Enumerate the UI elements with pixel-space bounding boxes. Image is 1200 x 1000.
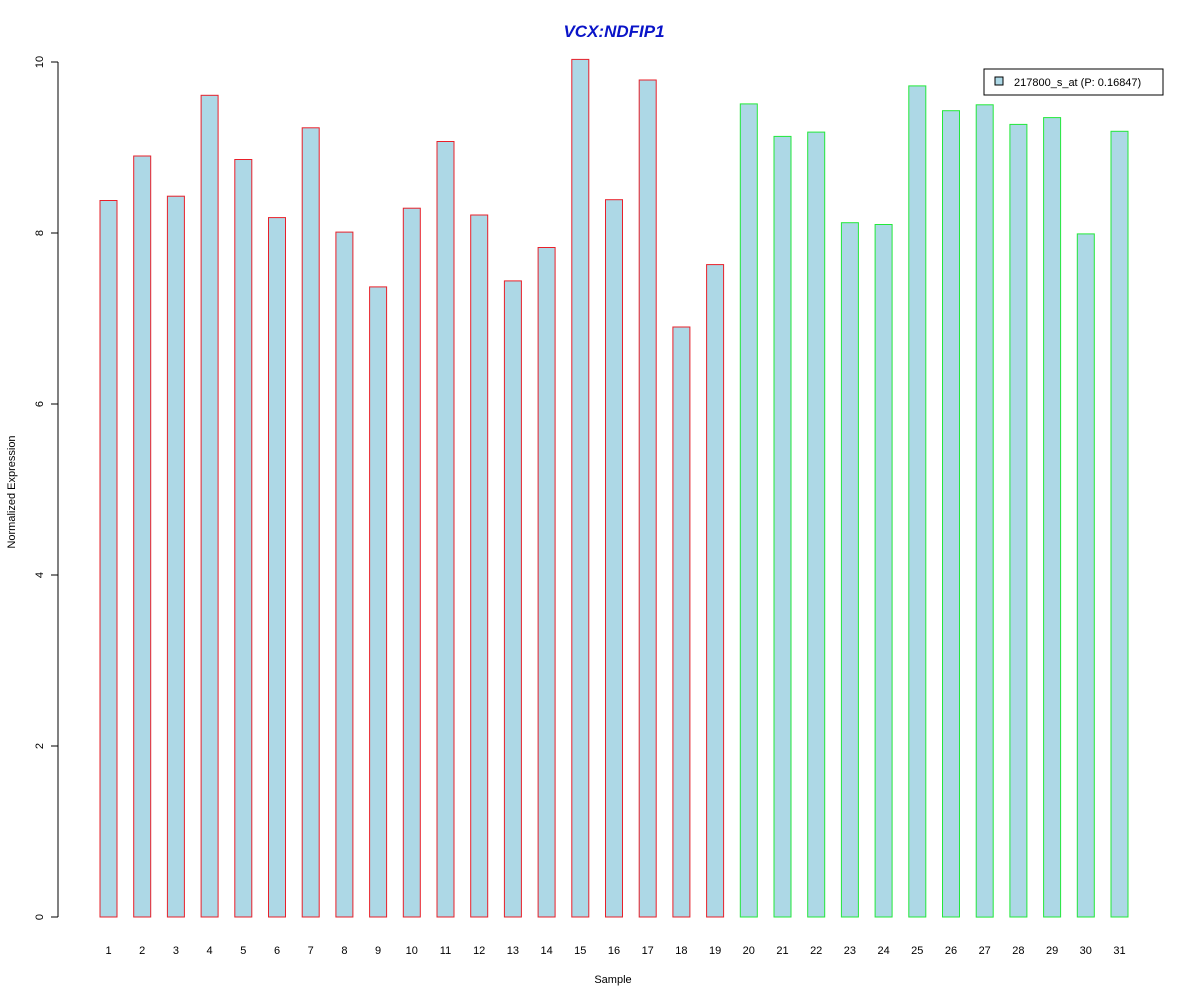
bar-sample-17 [638, 79, 657, 918]
x-tick-label: 11 [440, 945, 451, 957]
y-tick-label: 8 [34, 230, 46, 236]
x-tick-label: 16 [608, 945, 620, 957]
y-tick-label: 2 [34, 743, 46, 749]
bar-sample-19 [706, 264, 725, 918]
x-tick-label: 7 [308, 945, 314, 957]
x-tick-label: 26 [945, 945, 957, 957]
legend-box [983, 68, 1164, 96]
bar-sample-3 [166, 195, 185, 918]
x-tick-label: 27 [979, 945, 991, 957]
bar-sample-14 [537, 247, 556, 918]
x-tick-label: 19 [709, 945, 721, 957]
x-tick-label: 22 [810, 945, 822, 957]
bar-sample-18 [672, 326, 691, 918]
bar-sample-22 [807, 131, 826, 918]
bar-sample-24 [874, 224, 893, 918]
bar-sample-21 [773, 135, 792, 918]
bar-sample-9 [369, 286, 388, 918]
x-tick-labels: 1 2 3 4 5 6 7 8 9 10 11 12 13 14 15 16 17 18 19 20 21 22 23 24 2… [105, 945, 1125, 957]
x-tick-label: 25 [911, 945, 923, 957]
bar-sample-11 [436, 141, 455, 918]
x-tick-label: 6 [274, 945, 280, 957]
y-tick-label: 6 [34, 401, 46, 407]
chart-title: VCX:NDFIP1 [563, 22, 664, 41]
bar-sample-1 [99, 200, 118, 918]
bar-sample-6 [268, 217, 286, 918]
bar-sample-10 [402, 207, 421, 918]
x-tick-label: 12 [473, 945, 485, 957]
x-tick-label: 4 [207, 945, 213, 957]
bar-sample-31 [1110, 130, 1129, 918]
x-tick-label: 9 [375, 945, 381, 957]
bar-sample-29 [1043, 117, 1062, 918]
bar-sample-27 [975, 104, 994, 918]
x-tick-label: 1 [105, 945, 111, 957]
x-tick-label: 14 [540, 945, 552, 957]
bar-sample-26 [942, 110, 960, 918]
x-tick-label: 23 [844, 945, 856, 957]
x-tick-label: 20 [743, 945, 755, 957]
legend-label: 217800_s_at (P: 0.16847) [1014, 77, 1141, 89]
x-tick-label: 3 [173, 945, 179, 957]
bars [99, 58, 1129, 918]
bar-sample-2 [133, 155, 152, 918]
y-tick-label: 0 [34, 914, 46, 920]
bar-sample-25 [908, 85, 927, 918]
bar-sample-12 [470, 214, 489, 918]
x-tick-label: 18 [675, 945, 687, 957]
x-tick-label: 21 [776, 945, 788, 957]
bar-sample-15 [571, 58, 590, 918]
legend-swatch [994, 76, 1004, 86]
x-tick-label: 15 [574, 945, 586, 957]
x-tick-label: 30 [1080, 945, 1092, 957]
x-tick-label: 24 [877, 945, 889, 957]
bar-sample-16 [605, 199, 623, 918]
x-tick-label: 17 [642, 945, 654, 957]
x-tick-label: 10 [406, 945, 418, 957]
x-tick-label: 5 [240, 945, 246, 957]
x-tick-label: 29 [1046, 945, 1058, 957]
x-tick-label: 13 [507, 945, 519, 957]
legend: 217800_s_at (P: 0.16847) [983, 68, 1164, 96]
y-axis: 0 2 4 6 8 10 [34, 56, 59, 920]
bar-sample-23 [840, 222, 859, 918]
bar-sample-5 [234, 159, 253, 918]
bar-sample-4 [200, 94, 219, 918]
x-tick-label: 28 [1012, 945, 1024, 957]
x-tick-label: 8 [341, 945, 347, 957]
bar-sample-7 [301, 127, 320, 918]
x-axis-label: Sample [594, 974, 631, 986]
bar-sample-30 [1076, 233, 1095, 918]
y-tick-label: 10 [34, 56, 46, 68]
x-tick-label: 31 [1113, 945, 1125, 957]
y-tick-label: 4 [34, 572, 46, 578]
y-axis-label: Normalized Expression [6, 435, 18, 548]
bar-sample-20 [739, 103, 758, 918]
x-tick-label: 2 [139, 945, 145, 957]
bar-sample-13 [503, 280, 522, 918]
bar-sample-8 [335, 231, 354, 918]
bar-sample-28 [1009, 123, 1028, 918]
